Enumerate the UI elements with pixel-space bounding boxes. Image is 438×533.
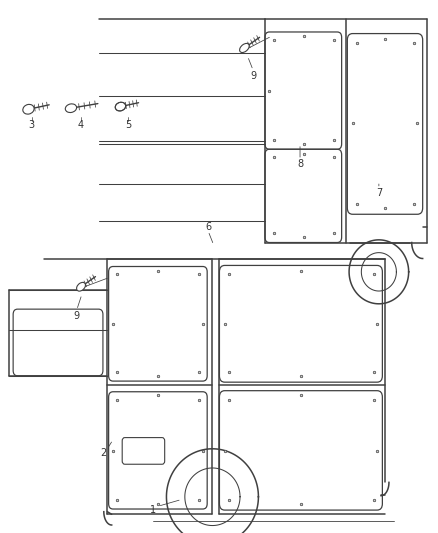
- Text: 1: 1: [150, 505, 156, 515]
- Text: 3: 3: [28, 120, 35, 130]
- Text: 4: 4: [78, 120, 84, 130]
- Text: 8: 8: [297, 159, 303, 168]
- Text: 2: 2: [100, 448, 106, 458]
- Text: 5: 5: [125, 120, 131, 130]
- Text: 7: 7: [376, 188, 382, 198]
- Ellipse shape: [23, 104, 34, 114]
- Ellipse shape: [77, 282, 85, 291]
- Text: 9: 9: [74, 311, 80, 320]
- Text: 9: 9: [250, 71, 256, 80]
- Text: 6: 6: [205, 222, 211, 231]
- Ellipse shape: [240, 43, 249, 53]
- Ellipse shape: [65, 104, 77, 112]
- Ellipse shape: [115, 102, 126, 111]
